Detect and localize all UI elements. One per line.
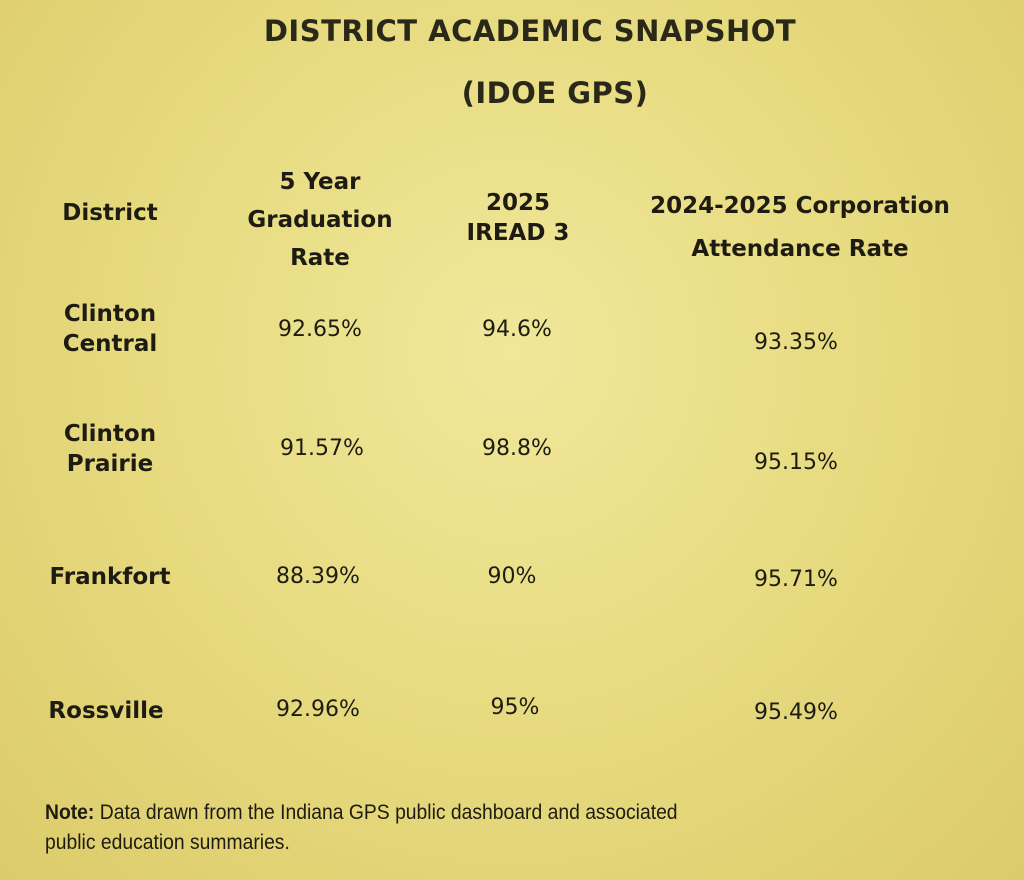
note-label: Note: [45,801,95,824]
document-title: DISTRICT ACADEMIC SNAPSHOT [263,14,797,48]
header-attendance: 2024-2025 Corporation Attendance Rate [650,185,950,271]
iread-rate: 95% [490,695,540,720]
district-name-line: Clinton [63,421,157,447]
graduation-rate: 91.57% [280,436,364,461]
district-name: Clinton Prairie [64,419,156,479]
graduation-rate: 92.96% [276,697,360,722]
header-line: 5 Year [279,169,361,195]
document-subtitle: (IDOE GPS) [461,76,649,110]
header-line: 2024-2025 Corporation [650,193,950,219]
header-graduation: 5 Year Graduation Rate [247,163,392,277]
attendance-rate: 95.71% [754,567,838,592]
header-line: Graduation [247,207,393,233]
attendance-rate: 93.35% [754,330,838,355]
attendance-rate: 95.49% [754,700,838,725]
header-line: Rate [290,245,350,271]
header-iread: 2025 IREAD 3 [467,188,570,248]
header-district: District [62,200,158,226]
district-name-line: Rossville [48,698,164,724]
iread-rate: 98.8% [482,436,552,461]
graduation-rate: 92.65% [278,317,362,342]
district-name: Frankfort [50,562,171,592]
header-line: 2025 [485,190,551,216]
district-name-line: Prairie [66,451,154,477]
header-line: IREAD 3 [466,220,570,246]
district-name-line: Clinton [63,301,157,327]
district-name-line: Frankfort [49,564,171,590]
footnote-line: Note: Data drawn from the Indiana GPS pu… [45,801,678,825]
district-name-line: Central [62,331,158,357]
district-name: Clinton Central [63,299,158,359]
iread-rate: 90% [487,564,537,589]
footnote-line: public education summaries. [45,831,290,854]
attendance-rate: 95.15% [754,450,838,475]
note-text: Data drawn from the Indiana GPS public d… [94,801,678,824]
district-name: Rossville [48,696,163,726]
iread-rate: 94.6% [482,317,552,342]
graduation-rate: 88.39% [276,564,360,589]
header-line: Attendance Rate [691,236,909,262]
